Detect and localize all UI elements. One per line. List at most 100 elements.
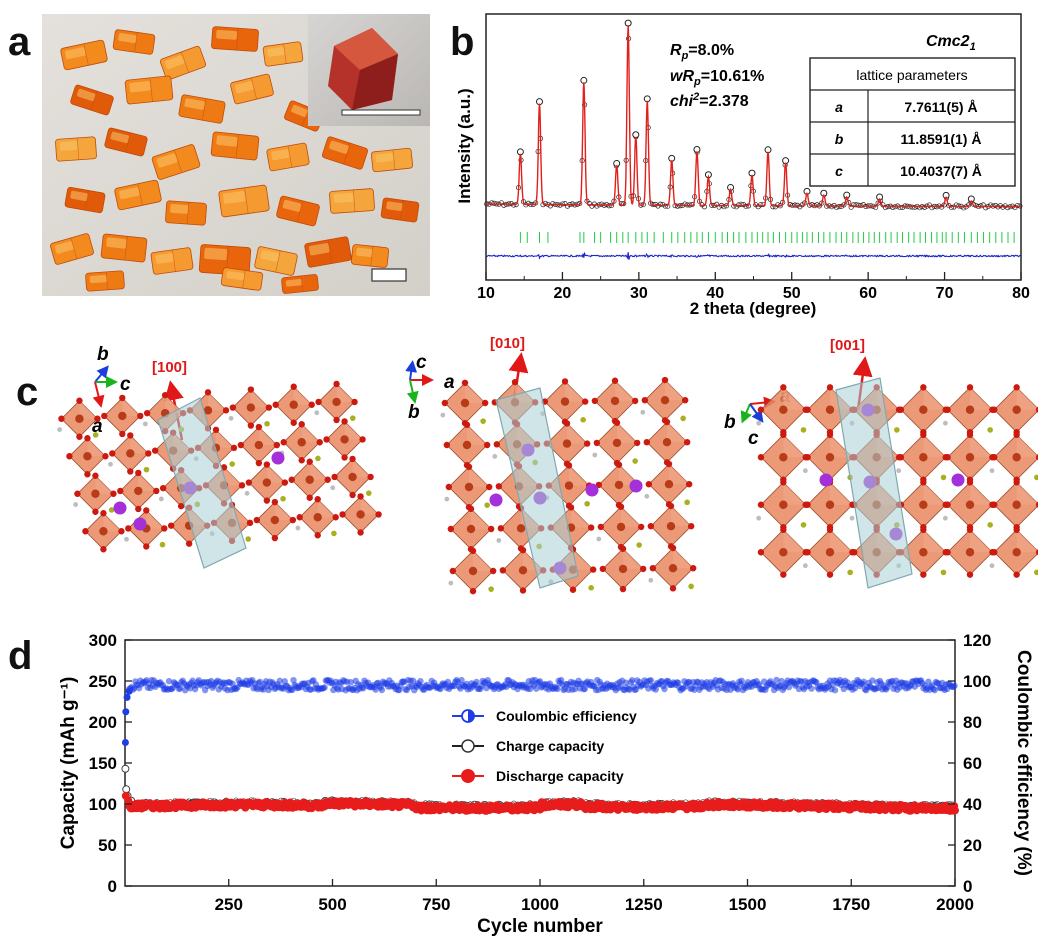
ce-point — [554, 685, 561, 693]
panel-letter-c: c — [16, 370, 39, 414]
oxygen-atom — [991, 454, 998, 461]
ce-point — [347, 679, 354, 686]
xrd-observed-point — [853, 202, 859, 208]
cycling-points — [121, 676, 959, 815]
metal-atom — [1012, 500, 1021, 509]
oxygen-atom — [826, 526, 834, 534]
phosphorus-atom — [365, 490, 372, 496]
phosphorus-atom — [1034, 569, 1038, 576]
phosphorus-atom — [636, 542, 642, 548]
hydrogen-atom — [124, 536, 129, 542]
oxygen-atom — [519, 587, 527, 594]
oxygen-atom — [84, 471, 91, 478]
oxygen-atom — [204, 389, 212, 396]
ce-point — [755, 680, 763, 688]
oxygen-atom — [581, 398, 589, 405]
hydrogen-atom — [108, 461, 113, 467]
oxygen-atom — [647, 523, 655, 530]
ce-point — [378, 686, 386, 694]
hydrogen-atom — [496, 537, 502, 543]
xrd-observed-point — [814, 202, 820, 208]
oxygen-atom — [281, 479, 289, 486]
oxygen-atom — [1013, 526, 1020, 534]
oxygen-atom — [101, 412, 108, 420]
hydrogen-atom — [440, 412, 446, 418]
oxygen-atom — [565, 462, 573, 469]
ce-y-ticks: 0 20 40 60 80 100 120 — [948, 631, 991, 896]
oxygen-atom — [92, 472, 99, 479]
oxygen-atom — [341, 454, 348, 461]
hydrogen-atom — [896, 468, 902, 474]
hydrogen-atom — [756, 420, 762, 426]
ce-point — [165, 677, 173, 685]
alkali-atom — [133, 517, 147, 531]
oxygen-atom — [443, 441, 451, 449]
metal-atom — [118, 411, 127, 421]
xrd-observed-point — [841, 202, 847, 208]
wrp-stat: wRp=10.61% — [670, 68, 764, 88]
capacity-y-tick-label: 0 — [108, 877, 117, 896]
ce-y-tick-label: 0 — [963, 877, 972, 896]
metal-atom — [965, 500, 975, 509]
oxygen-atom — [966, 384, 974, 391]
capacity-y-tick-label: 50 — [98, 836, 117, 855]
cycle-x-tick-label: 500 — [318, 895, 346, 914]
oxygen-atom — [1013, 431, 1020, 439]
oxygen-atom — [185, 540, 193, 547]
structure-view-001: a b c [001] — [724, 337, 1038, 589]
xrd-observed-point — [501, 202, 507, 208]
direction-label-010: [010] — [490, 335, 525, 352]
xrd-observed-point — [897, 205, 903, 211]
hydrogen-atom — [989, 563, 995, 569]
xrd-observed-point — [992, 202, 999, 209]
metal-atom — [668, 564, 678, 573]
oxygen-atom — [617, 503, 625, 510]
oxygen-atom — [689, 565, 697, 572]
xrd-x-tick-label: 10 — [477, 285, 495, 302]
phosphorus-atom — [588, 584, 594, 591]
metal-atom — [919, 405, 928, 414]
xrd-observed-point — [657, 201, 663, 207]
metal-atom — [262, 478, 272, 487]
oxygen-atom — [619, 545, 627, 552]
metal-atom — [468, 566, 478, 576]
metal-atom — [460, 398, 470, 408]
hydrogen-atom — [492, 453, 498, 459]
oxygen-atom — [966, 431, 974, 439]
crystal — [329, 188, 375, 214]
xrd-observed-point — [665, 203, 671, 209]
phosphorus-atom — [245, 536, 251, 542]
xrd-observed-point — [1005, 205, 1011, 211]
legend-label-ce: Coulombic efficiency — [496, 708, 637, 724]
ce-y-tick-label: 20 — [963, 836, 982, 855]
crystal — [124, 75, 174, 105]
oxygen-atom — [118, 528, 125, 535]
crystal — [64, 186, 106, 214]
xrd-observed-point — [961, 205, 967, 211]
xrd-difference-line — [485, 251, 1022, 260]
oxygen-atom — [76, 433, 83, 440]
oxygen-atom — [333, 380, 340, 388]
oxygen-atom — [341, 418, 348, 425]
oxygen-atom — [273, 441, 281, 449]
oxygen-atom — [143, 507, 150, 514]
crystal — [85, 270, 125, 292]
ce-point — [647, 677, 655, 684]
ce-point — [581, 685, 589, 693]
xrd-x-tick-label: 60 — [859, 285, 877, 302]
charge-point — [121, 764, 130, 773]
phosphorus-atom — [688, 583, 694, 590]
oxygen-atom — [127, 468, 134, 475]
oxygen-atom — [306, 458, 313, 465]
oxygen-atom — [597, 523, 605, 531]
ce-y-tick-label: 80 — [963, 713, 982, 732]
lattice-table-header: lattice parameters — [856, 67, 967, 83]
metal-atom — [825, 548, 835, 557]
oxygen-atom — [465, 463, 473, 471]
oxygen-atom — [615, 461, 623, 468]
ce-point — [808, 685, 815, 692]
oxygen-atom — [177, 502, 185, 510]
oxygen-atom — [447, 525, 455, 533]
ce-point — [321, 684, 328, 691]
xrd-observed-point — [511, 202, 517, 208]
